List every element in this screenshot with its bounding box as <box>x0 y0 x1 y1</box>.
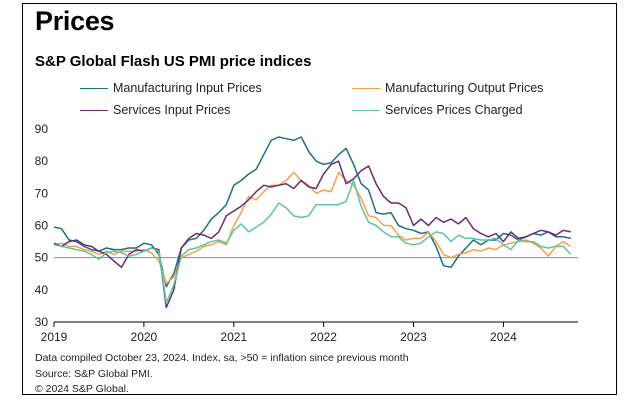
x-tick-label: 2022 <box>310 330 337 344</box>
legend-item-services-prices-charged: Services Prices Charged <box>352 102 523 118</box>
legend-label: Manufacturing Input Prices <box>113 81 262 95</box>
y-tick-label: 60 <box>35 219 49 233</box>
series-line-manufacturing-output-prices <box>53 171 572 285</box>
legend-item-manufacturing-input-prices: Manufacturing Input Prices <box>80 80 262 96</box>
y-tick-label: 90 <box>35 122 49 136</box>
x-tick-label: 2021 <box>220 330 247 344</box>
legend-item-services-input-prices: Services Input Prices <box>80 102 230 118</box>
series-line-services-prices-charged <box>53 179 572 304</box>
legend-swatch <box>80 109 108 111</box>
legend-swatch <box>352 109 380 111</box>
footnote-source: Source: S&P Global PMI. <box>35 368 153 380</box>
chart-frame <box>22 3 617 395</box>
page-title: Prices <box>35 6 115 36</box>
chart-subtitle: S&P Global Flash US PMI price indices <box>35 53 312 70</box>
legend-label: Services Prices Charged <box>385 103 523 117</box>
x-tick-label: 2020 <box>131 330 158 344</box>
y-tick-label: 30 <box>35 315 49 329</box>
series-line-services-input-prices <box>53 160 571 309</box>
legend-label: Services Input Prices <box>113 103 231 117</box>
legend-swatch <box>352 87 380 89</box>
y-tick-label: 50 <box>35 251 49 265</box>
x-tick-label: 2019 <box>41 330 68 344</box>
footnote-data-compiled: Data compiled October 23, 2024. Index, s… <box>35 352 409 364</box>
legend-item-manufacturing-output-prices: Manufacturing Output Prices <box>352 80 543 96</box>
y-tick-label: 40 <box>35 283 49 297</box>
y-tick-label: 80 <box>35 154 49 168</box>
x-tick-label: 2023 <box>400 330 427 344</box>
footnote-copyright: © 2024 S&P Global. <box>35 383 129 395</box>
legend-label: Manufacturing Output Prices <box>385 81 544 95</box>
legend-swatch <box>80 87 108 89</box>
series-line-manufacturing-input-prices <box>53 136 571 288</box>
y-tick-label: 70 <box>35 186 49 200</box>
x-tick-label: 2024 <box>490 330 517 344</box>
